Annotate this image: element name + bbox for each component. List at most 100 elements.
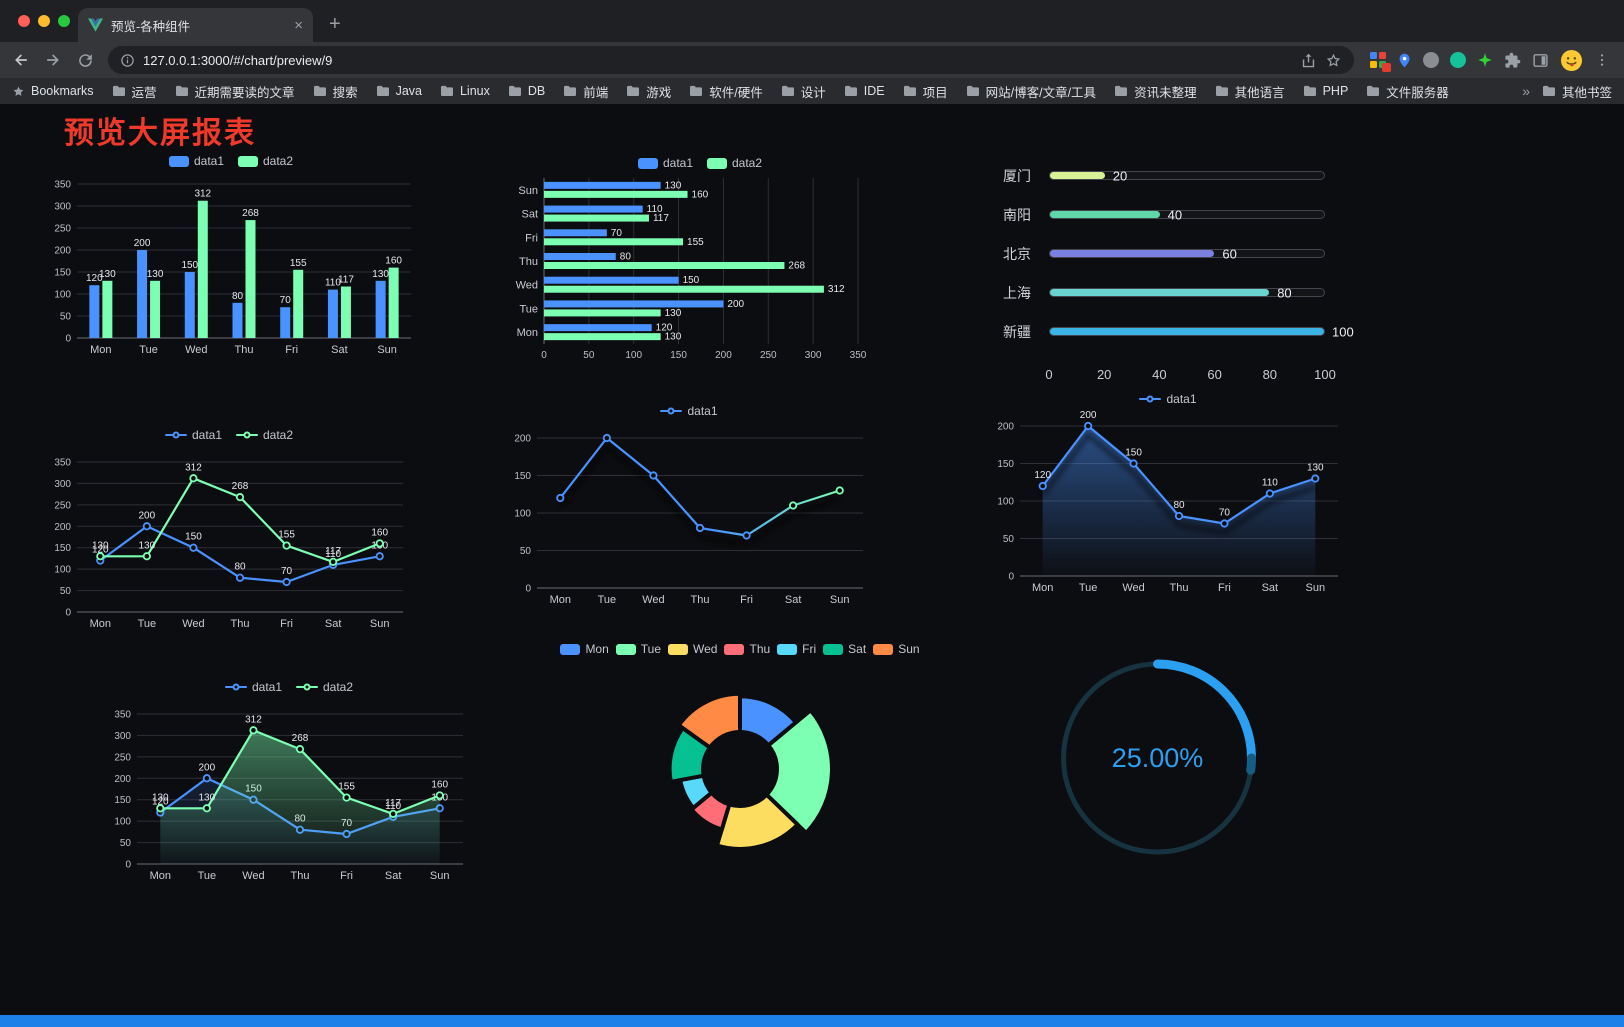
data-point[interactable] (329, 557, 338, 566)
percentage-gauge-chart[interactable]: 25.00% (1040, 642, 1275, 874)
bookmarks-overflow-chevron[interactable]: » (1522, 83, 1530, 99)
bookmark-folder-item[interactable]: 软件/硬件 (689, 82, 763, 101)
chart-canvas[interactable]: 0 50 100 150 200 Mon Tue Wed Thu Fri Sat Sun 120 200 1… (988, 410, 1348, 600)
data-point[interactable] (1220, 519, 1229, 528)
bar[interactable] (544, 285, 824, 293)
bar[interactable] (544, 262, 785, 269)
chart-canvas[interactable]: 0 50 100 150 200 Mon Tue Wed Thu Fri Sat Sun (505, 422, 873, 612)
data-point[interactable] (235, 573, 245, 582)
bar[interactable] (544, 276, 679, 284)
data-point[interactable] (649, 471, 658, 480)
pie-slice[interactable] (715, 792, 800, 851)
bar[interactable] (544, 205, 643, 213)
bookmark-star-icon[interactable] (1325, 52, 1342, 69)
gradient-line-chart[interactable]: data1 0 50 100 150 200 Mon Tue Wed Thu Fri Sat Sun (505, 400, 873, 612)
chart-canvas[interactable] (545, 660, 935, 870)
extension-icon-green-circle[interactable] (1450, 52, 1466, 68)
legend-item[interactable]: data2 (707, 156, 762, 170)
bar[interactable] (293, 269, 304, 338)
data-point[interactable] (202, 774, 211, 783)
data-point[interactable] (435, 791, 444, 800)
data-point[interactable] (389, 809, 398, 818)
bar[interactable] (544, 181, 661, 189)
legend-item[interactable]: Fri (777, 642, 816, 656)
data-point[interactable] (342, 793, 351, 802)
bookmark-folder-item[interactable]: 搜索 (313, 82, 358, 101)
extension-icon-pin[interactable] (1397, 52, 1412, 69)
data-point[interactable] (235, 493, 245, 502)
reload-button[interactable] (70, 45, 100, 75)
bar[interactable] (544, 309, 661, 317)
bookmark-folder-item[interactable]: 设计 (781, 82, 826, 101)
data-point[interactable] (1174, 511, 1184, 521)
bookmark-folder-item[interactable]: Linux (440, 84, 490, 98)
bookmark-folder-item[interactable]: DB (508, 84, 545, 98)
pie-slice[interactable] (676, 691, 742, 750)
new-tab-button[interactable]: + (329, 13, 341, 35)
bookmark-folder-item[interactable]: 近期需要读的文章 (175, 82, 295, 101)
bar[interactable] (544, 300, 724, 308)
legend-item[interactable]: data2 (238, 154, 293, 168)
data-point[interactable] (375, 552, 384, 561)
bar[interactable] (340, 286, 351, 338)
bar[interactable] (137, 250, 148, 338)
bookmark-folder-item[interactable]: 项目 (903, 82, 948, 101)
legend-item[interactable]: Sun (873, 642, 920, 656)
bookmark-folder-item[interactable]: 资讯未整理 (1114, 82, 1197, 101)
legend-item[interactable]: data2 (296, 680, 353, 694)
bar[interactable] (375, 280, 386, 338)
legend-item[interactable]: Sat (823, 642, 866, 656)
legend-item[interactable]: Wed (668, 642, 717, 656)
chart-canvas[interactable]: 0 50 100 150 200 250 300 350 Mon Tue Wed Thu Fri Sat S… (45, 172, 417, 360)
profile-avatar[interactable] (1560, 49, 1583, 72)
bar[interactable] (89, 285, 100, 338)
data-point[interactable] (1084, 421, 1093, 431)
bar[interactable] (327, 289, 338, 338)
bookmark-folder-item[interactable]: Java (376, 84, 422, 98)
chart-canvas[interactable]: 0 50 100 150 200 250 300 350 Mon Tue Wed Thu Fri Sat S… (105, 698, 473, 888)
data-point[interactable] (189, 543, 198, 552)
legend-item[interactable]: Tue (615, 642, 661, 656)
address-bar[interactable]: 127.0.0.1:3000/#/chart/preview/9 (108, 46, 1354, 74)
bar[interactable] (280, 307, 291, 338)
data-point[interactable] (556, 493, 565, 503)
legend-item[interactable]: Thu (724, 642, 770, 656)
data-point[interactable] (375, 539, 384, 548)
bookmark-folder-item[interactable]: 其他语言 (1215, 82, 1285, 101)
legend-item[interactable]: data2 (236, 428, 293, 442)
data-point[interactable] (835, 486, 844, 495)
back-button[interactable] (6, 45, 36, 75)
side-panel-icon[interactable] (1532, 52, 1549, 69)
bar[interactable] (197, 200, 208, 338)
url-text[interactable]: 127.0.0.1:3000/#/chart/preview/9 (143, 52, 333, 68)
browser-menu-icon[interactable] (1594, 52, 1610, 68)
data-point[interactable] (1311, 474, 1320, 483)
data-point[interactable] (282, 577, 291, 587)
bar[interactable] (245, 220, 256, 338)
browser-tab[interactable]: 预览-各种组件 × (78, 8, 313, 42)
legend-item[interactable]: data1 (660, 404, 718, 418)
chart-canvas[interactable]: 0 50 100 150 200 250 300 350 Mon Tue Wed Thu Fri Sat S… (45, 446, 413, 636)
data-point[interactable] (142, 552, 151, 561)
share-icon[interactable] (1300, 52, 1317, 69)
close-window-button[interactable] (18, 15, 30, 27)
legend-item[interactable]: data1 (224, 680, 282, 694)
horizontal-bar-chart[interactable]: data1 data2 0 50 100 150 200 250 300 350 Sun 130 160… (508, 152, 892, 364)
rose-pie-chart[interactable]: Mon Tue Wed Thu Fri Sat Sun (545, 638, 935, 870)
data-point[interactable] (156, 804, 165, 813)
chart-canvas[interactable]: 25.00% (1040, 642, 1275, 874)
city-progress-chart[interactable]: 厦门 20 南阳 40 北京 60 上海 80 新疆 100 0 20 40 60 80 100 (1003, 156, 1354, 391)
bar[interactable] (544, 214, 649, 222)
data-point[interactable] (249, 726, 258, 735)
data-point[interactable] (142, 522, 151, 531)
legend-item[interactable]: data1 (1139, 392, 1197, 406)
bookmark-folder-item[interactable]: 前端 (563, 82, 608, 101)
data-point[interactable] (789, 501, 798, 510)
pie-slice[interactable] (764, 708, 834, 835)
data-point[interactable] (282, 541, 291, 550)
bar[interactable] (184, 272, 195, 338)
data-point[interactable] (295, 745, 305, 754)
data-point[interactable] (1129, 459, 1138, 468)
bar[interactable] (544, 229, 607, 237)
